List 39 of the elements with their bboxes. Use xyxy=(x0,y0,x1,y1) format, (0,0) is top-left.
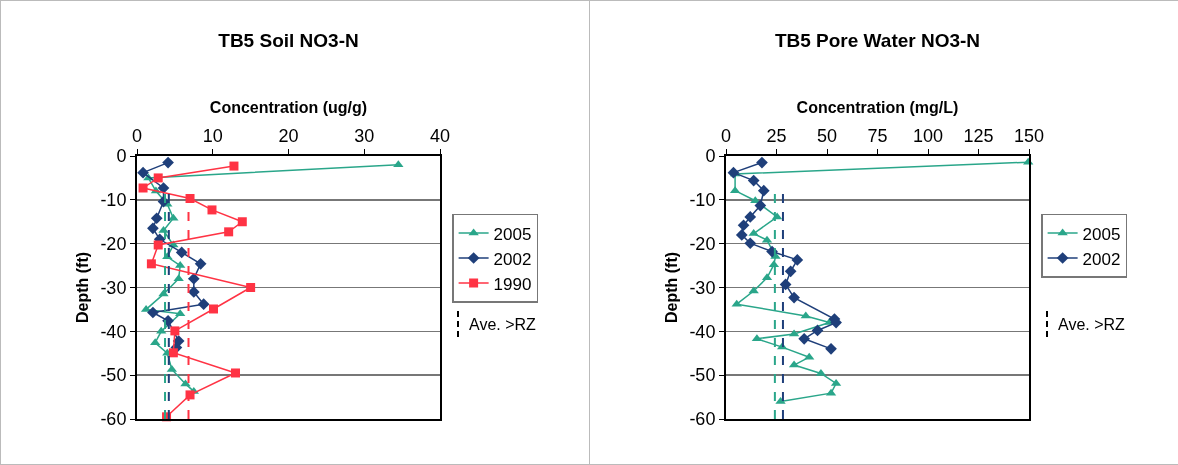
y-tick-label: -60 xyxy=(689,409,716,430)
chart-title: TB5 Soil NO3-N xyxy=(218,29,359,51)
chart-title: TB5 Pore Water NO3-N xyxy=(774,29,981,51)
y-tick-label: 0 xyxy=(705,146,716,167)
text: Ave. >RZ xyxy=(469,316,537,333)
legend-label: 2002 xyxy=(493,249,532,269)
x-tick-label: 50 xyxy=(816,125,838,146)
x-tick-label: 40 xyxy=(429,125,451,146)
x-tick-label: 10 xyxy=(202,125,223,146)
legend-label: 2005 xyxy=(1082,224,1121,244)
x-tick-label: 0 xyxy=(720,125,732,146)
y-tick-label: -30 xyxy=(100,277,127,298)
x-tick-label: 75 xyxy=(867,125,888,146)
x-tick-label: 20 xyxy=(278,125,299,146)
y-tick-label: -40 xyxy=(100,321,127,342)
x-axis-title: Concentration (mg/L) xyxy=(796,99,959,117)
x-tick-label: 100 xyxy=(912,125,944,146)
y-tick-label: -60 xyxy=(100,409,127,430)
y-tick-label: -30 xyxy=(689,277,716,298)
y-tick-label: -50 xyxy=(689,365,716,386)
y-tick-label: -10 xyxy=(100,190,127,211)
x-tick-label: 125 xyxy=(963,125,994,146)
y-tick-label: -40 xyxy=(689,321,716,342)
y-tick-label: -20 xyxy=(100,233,127,254)
y-tick-label: -10 xyxy=(689,190,716,211)
y-tick-label: -20 xyxy=(689,233,716,254)
text: Ave. >RZ xyxy=(1058,316,1126,333)
y-axis-title: Depth (ft) xyxy=(73,251,91,324)
legend-label: 2002 xyxy=(1082,249,1121,269)
y-tick-label: -50 xyxy=(100,365,127,386)
x-axis-title: Concentration (ug/g) xyxy=(209,99,368,117)
x-tick-label: 150 xyxy=(1013,125,1045,146)
x-tick-label: 30 xyxy=(354,125,375,146)
legend-label: 1990 xyxy=(493,274,532,294)
x-tick-label: 25 xyxy=(766,125,787,146)
y-axis-title: Depth (ft) xyxy=(662,251,680,324)
x-tick-label: 0 xyxy=(131,125,143,146)
y-tick-label: 0 xyxy=(116,146,127,167)
legend-label: 2005 xyxy=(493,224,532,244)
